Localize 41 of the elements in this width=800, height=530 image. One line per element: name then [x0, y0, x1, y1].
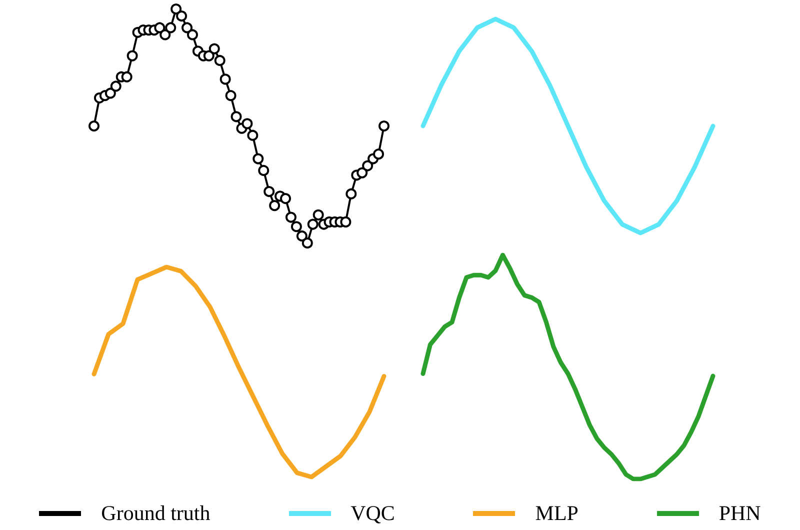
point — [208, 43, 220, 54]
point — [280, 193, 292, 204]
point — [269, 200, 280, 212]
point — [346, 188, 357, 200]
point — [296, 230, 308, 242]
point — [214, 54, 226, 66]
point — [170, 4, 182, 14]
point — [252, 153, 264, 164]
point — [258, 164, 270, 176]
legend-label: Ground truth — [101, 500, 210, 526]
point — [247, 130, 258, 141]
point — [312, 209, 324, 220]
point — [220, 74, 231, 85]
legend-label: MLP — [535, 500, 578, 526]
point — [302, 238, 313, 248]
point — [340, 216, 352, 228]
legend-label: PHN — [718, 500, 761, 526]
point — [285, 212, 296, 223]
point — [264, 186, 275, 198]
point — [88, 120, 100, 132]
point — [154, 22, 166, 34]
point — [373, 148, 384, 160]
point — [182, 22, 193, 34]
legend-label: VQC — [350, 500, 395, 526]
point — [110, 80, 122, 92]
point — [160, 29, 171, 40]
point — [104, 88, 116, 99]
point — [307, 218, 318, 230]
point — [203, 50, 214, 62]
point — [356, 167, 368, 178]
point — [187, 29, 198, 40]
point — [176, 10, 188, 22]
point — [165, 22, 176, 34]
point — [362, 160, 374, 172]
point — [126, 50, 138, 62]
point — [378, 120, 390, 132]
point — [242, 118, 253, 130]
point — [225, 90, 236, 102]
point — [121, 71, 132, 82]
point — [290, 221, 302, 232]
point — [230, 111, 242, 122]
